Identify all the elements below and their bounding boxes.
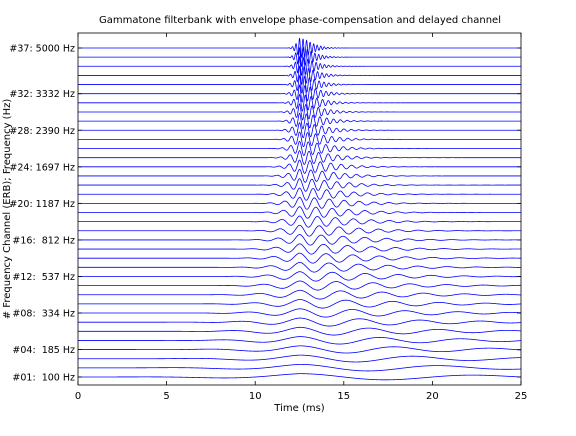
axes-box (77, 32, 522, 386)
y-axis-label: # Frequency Channel (ERB); Frequency (Hz… (2, 99, 13, 320)
channel-21-waveform (78, 187, 521, 201)
channel-12-waveform (78, 271, 522, 282)
channel-32-waveform (78, 84, 521, 103)
channel-30-waveform (78, 103, 521, 121)
y-tick-label-channel-8: #08: 334 Hz (12, 309, 75, 320)
x-axis-label: Time (ms) (273, 403, 325, 414)
y-tick-label-channel-28: #28: 2390 Hz (9, 126, 75, 137)
channel-waveforms (78, 37, 522, 381)
x-tick-label-5: 5 (163, 391, 169, 402)
channel-25-waveform (78, 150, 521, 165)
x-tick-label-10: 10 (249, 391, 262, 402)
x-tick-label-0: 0 (75, 391, 81, 402)
channel-8-waveform (78, 308, 522, 318)
y-axis-ticks: #37: 5000 Hz #32: 3332 Hz #28: 2390 Hz #24:… (9, 44, 521, 384)
channel-6-waveform (78, 326, 522, 336)
y-tick-label-channel-24: #24: 1697 Hz (9, 162, 75, 173)
channel-34-waveform (78, 64, 521, 86)
channel-28-waveform (78, 122, 521, 139)
y-tick-label-channel-37: #37: 5000 Hz (9, 44, 75, 55)
channel-14-waveform (78, 252, 522, 264)
channel-22-waveform (78, 178, 521, 192)
channel-33-waveform (78, 74, 521, 94)
channel-31-waveform (78, 93, 521, 112)
y-tick-label-channel-12: #12: 537 Hz (12, 272, 75, 283)
channel-24-waveform (78, 159, 521, 174)
channel-18-waveform (78, 215, 521, 228)
channel-20-waveform (78, 196, 521, 210)
channel-1-waveform (78, 373, 522, 381)
x-axis-ticks: 0 5 10 15 20 25 (75, 33, 528, 402)
channel-36-waveform (78, 46, 521, 67)
channel-5-waveform (78, 336, 522, 345)
channel-29-waveform (78, 112, 521, 130)
channel-19-waveform (78, 206, 521, 219)
y-tick-label-channel-20: #20: 1187 Hz (9, 199, 75, 210)
channel-16-waveform (78, 234, 521, 246)
channel-11-waveform (78, 280, 521, 291)
x-tick-label-20: 20 (426, 391, 439, 402)
channel-2-waveform (78, 363, 522, 372)
channel-35-waveform (78, 55, 521, 76)
channel-15-waveform (78, 243, 521, 255)
channel-37-waveform (78, 37, 521, 59)
channel-13-waveform (78, 261, 521, 273)
channel-17-waveform (78, 224, 521, 237)
x-tick-label-15: 15 (337, 391, 350, 402)
channel-26-waveform (78, 140, 521, 156)
y-tick-label-channel-1: #01: 100 Hz (12, 373, 75, 384)
channel-4-waveform (78, 345, 522, 354)
channel-10-waveform (78, 289, 522, 300)
channel-9-waveform (78, 299, 522, 309)
channel-3-waveform (78, 354, 522, 363)
channel-27-waveform (78, 131, 521, 148)
chart-title: Gammatone filterbank with envelope phase… (99, 15, 501, 26)
y-tick-label-channel-16: #16: 812 Hz (12, 235, 75, 246)
x-tick-label-25: 25 (515, 391, 528, 402)
channel-23-waveform (78, 168, 521, 183)
y-tick-label-channel-4: #04: 185 Hz (12, 345, 75, 356)
channel-7-waveform (78, 317, 522, 327)
y-tick-label-channel-32: #32: 3332 Hz (9, 89, 75, 100)
